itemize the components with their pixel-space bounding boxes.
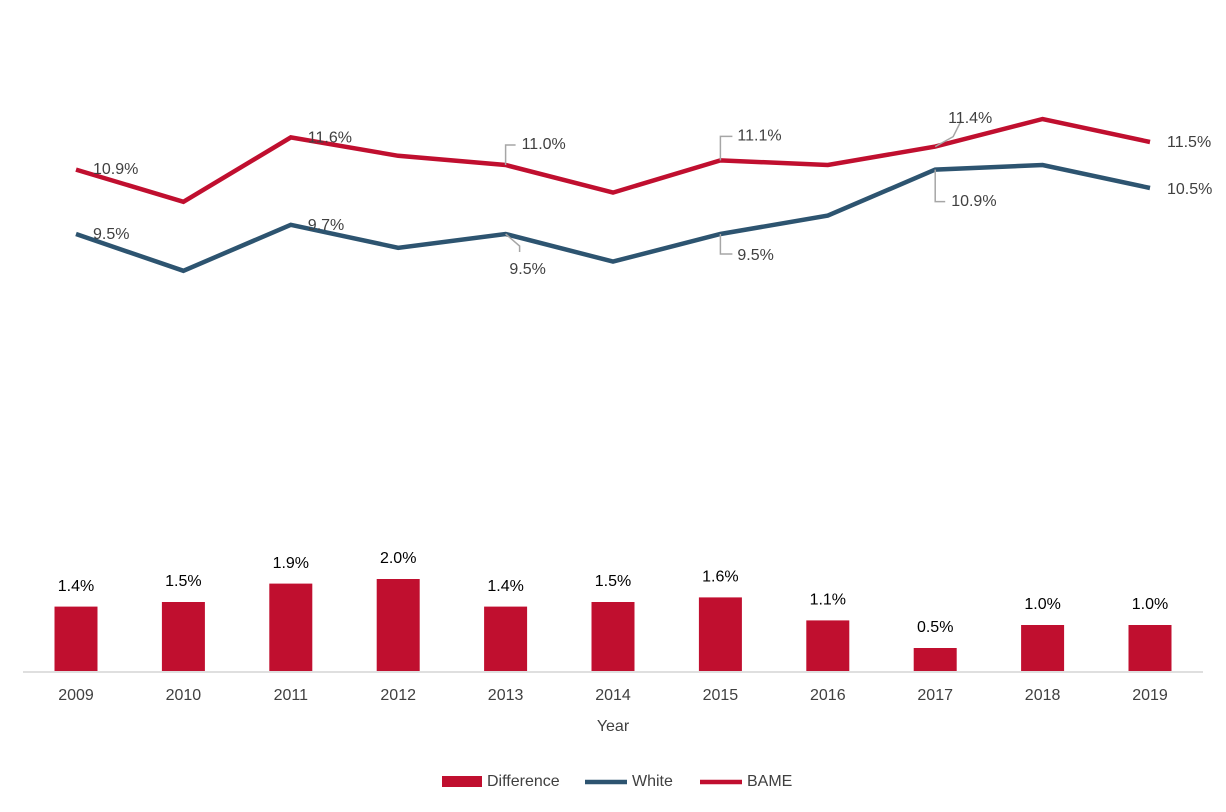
x-tick-label: 2017 — [917, 687, 953, 704]
bar-label: 1.1% — [810, 592, 846, 609]
leader-line — [505, 233, 521, 252]
legend-label: White — [632, 773, 673, 790]
leader-line — [934, 120, 962, 148]
line-label: 9.5% — [737, 247, 773, 264]
bar — [54, 606, 98, 671]
bar-label: 1.5% — [595, 573, 631, 590]
bar — [698, 597, 742, 671]
x-tick-label: 2011 — [274, 687, 309, 704]
line-label: 10.9% — [951, 193, 996, 210]
line-label: 11.6% — [308, 130, 352, 147]
x-tick-label: 2012 — [380, 687, 416, 704]
x-tick-label: 2018 — [1025, 687, 1061, 704]
line — [75, 116, 1151, 205]
bar — [913, 648, 957, 671]
bar — [376, 579, 420, 671]
legend-label: Difference — [487, 773, 560, 790]
line-label: 10.5% — [1167, 181, 1212, 198]
bar-label: 1.4% — [58, 578, 94, 595]
bar — [806, 620, 850, 671]
bar — [484, 606, 528, 671]
bar-label: 0.5% — [917, 619, 953, 636]
x-tick-label: 2010 — [166, 687, 202, 704]
x-tick-label: 2014 — [595, 687, 631, 704]
line-label: 9.7% — [308, 217, 344, 234]
bar — [269, 583, 313, 671]
line-label: 11.0% — [522, 136, 566, 153]
legend-swatch — [442, 776, 482, 787]
line-label: 11.5% — [1167, 134, 1211, 151]
line-label: 10.9% — [93, 161, 138, 178]
x-tick-label: 2009 — [58, 687, 94, 704]
bar-label: 1.0% — [1132, 596, 1168, 613]
bar-label: 1.4% — [487, 578, 523, 595]
bar-label: 1.0% — [1024, 596, 1060, 613]
line — [75, 162, 1151, 274]
line-label: 11.4% — [948, 110, 992, 127]
bar — [1021, 625, 1065, 671]
bar-label: 1.5% — [165, 573, 201, 590]
bar — [161, 602, 205, 671]
leader-line — [719, 234, 733, 255]
bar-label: 1.6% — [702, 569, 738, 586]
bar-label: 1.9% — [273, 555, 309, 572]
leader-line — [934, 169, 946, 203]
x-tick-label: 2013 — [488, 687, 524, 704]
x-tick-label: 2016 — [810, 687, 846, 704]
bar-label: 2.0% — [380, 550, 416, 567]
x-tick-label: 2019 — [1132, 687, 1168, 704]
x-axis-label: Year — [597, 718, 630, 735]
line-label: 9.5% — [509, 261, 545, 278]
leader-line — [504, 144, 516, 165]
x-tick-label: 2015 — [703, 687, 739, 704]
bar — [1128, 625, 1172, 671]
line-label: 9.5% — [93, 226, 129, 243]
bar — [591, 602, 635, 671]
legend-label: BAME — [747, 773, 792, 790]
line-label: 11.1% — [737, 128, 781, 145]
leader-line — [719, 135, 733, 161]
